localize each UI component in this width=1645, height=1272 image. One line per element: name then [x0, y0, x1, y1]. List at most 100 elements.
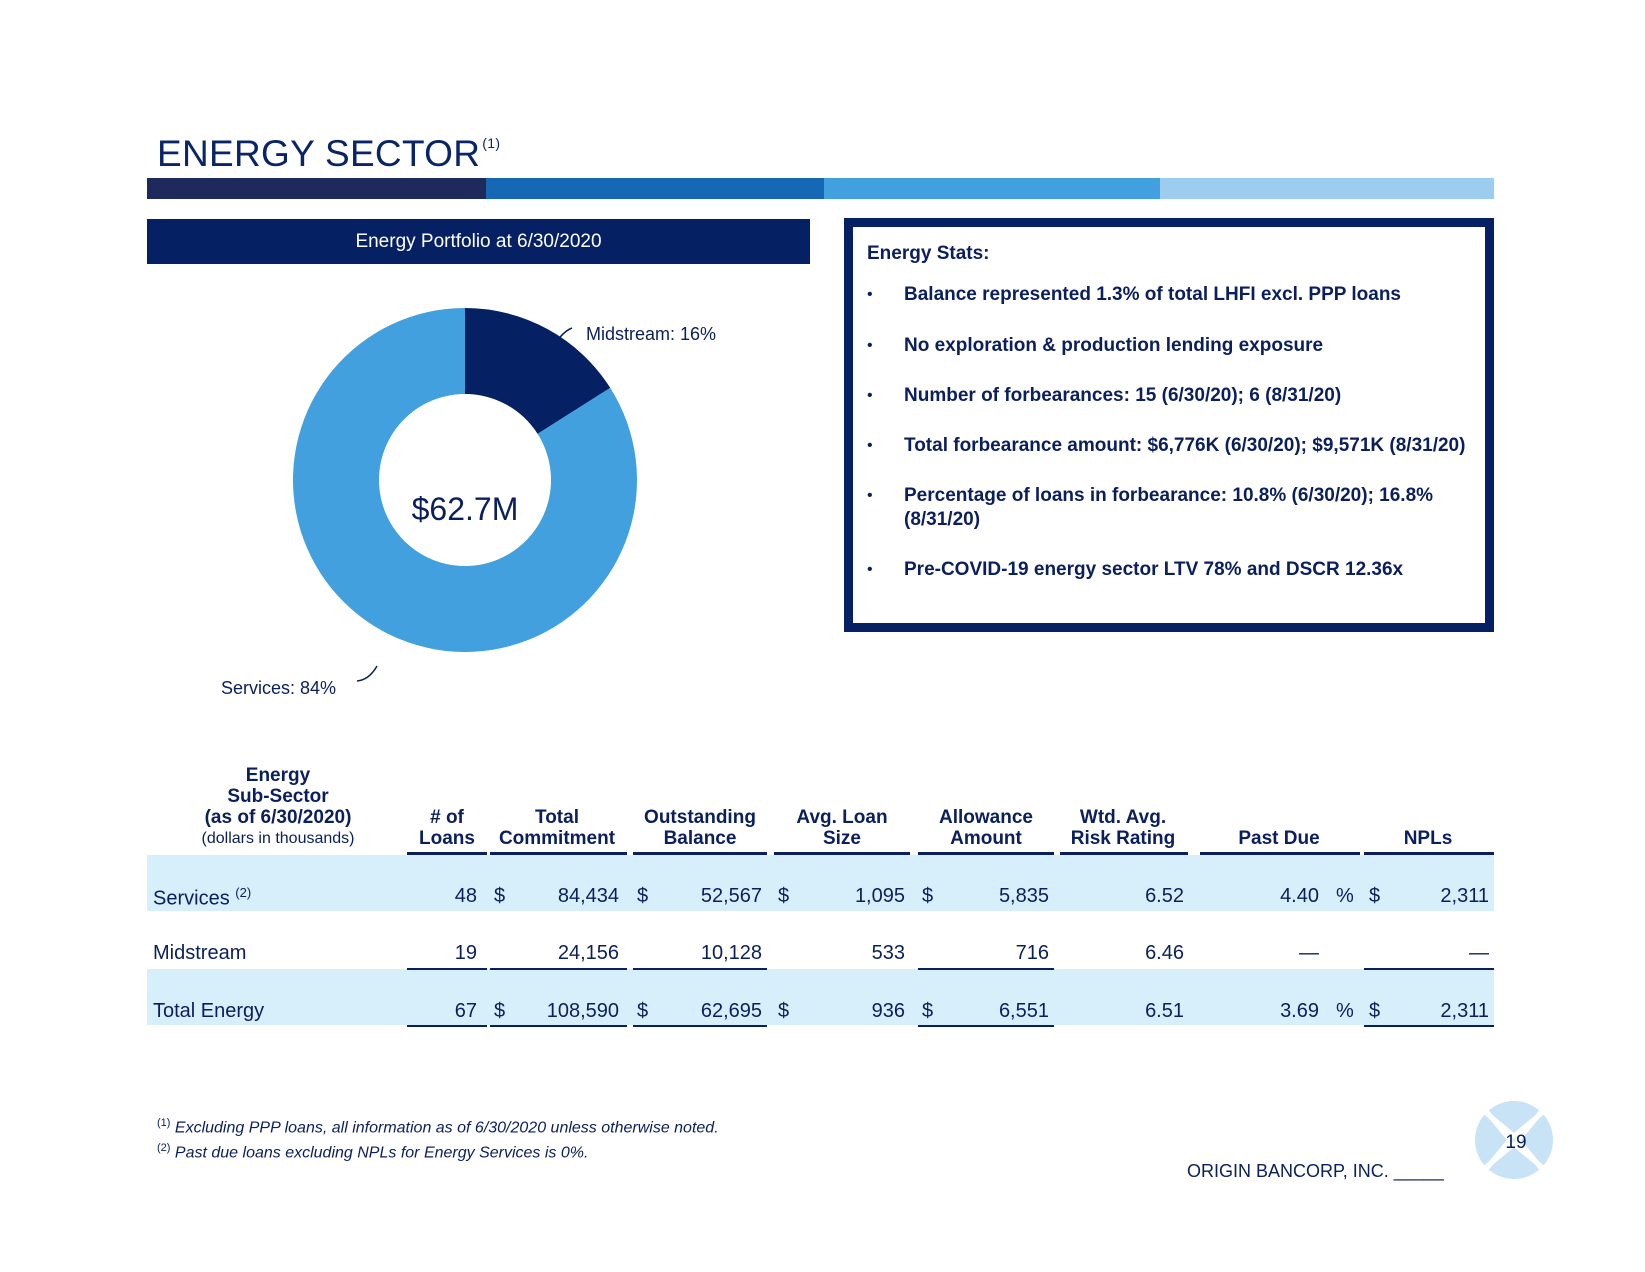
- table-row-midstream-name: Midstream: [153, 942, 247, 964]
- donut-slices: [292, 308, 637, 652]
- cell-commitment: 84,434: [557, 885, 619, 907]
- cell-dollar-sign: $: [778, 885, 790, 907]
- cell-avg-loan-size: 1,095: [854, 885, 905, 907]
- header-underline: [1200, 852, 1360, 855]
- company-name: ORIGIN BANCORP, INC. _____: [1187, 1161, 1444, 1181]
- donut-center-label: $62.7M: [412, 491, 519, 527]
- col-header-allowance: Allowance Amount: [939, 807, 1033, 849]
- cell-loans: 48: [454, 885, 477, 907]
- subtotal-rule: [633, 968, 767, 970]
- cell-dollar-sign: $: [637, 885, 649, 907]
- header-underline: [1364, 852, 1494, 855]
- stats-item: • Pre-COVID-19 energy sector LTV 78% and …: [867, 559, 1404, 580]
- cell-outstanding: 62,695: [700, 1000, 762, 1022]
- subtotal-rule: [407, 968, 487, 970]
- stats-item: • No exploration & production lending exp…: [867, 335, 1324, 356]
- stats-item: • Number of forbearances: 15 (6/30/20); 6…: [867, 385, 1342, 406]
- cell-dollar-sign: $: [494, 1000, 506, 1022]
- cell-avg-loan-size: 533: [871, 942, 905, 964]
- cell-allowance: 6,551: [998, 1000, 1049, 1022]
- col-header-npls: NPLs: [1403, 828, 1453, 849]
- cell-outstanding: 52,567: [700, 885, 762, 907]
- col-header-outstanding: Outstanding Balance: [644, 807, 756, 849]
- table-row-services-name: Services (2): [153, 885, 252, 910]
- col-header-commitment: Total Commitment: [498, 807, 616, 849]
- cell-loans: 67: [454, 1000, 477, 1022]
- total-rule: [1364, 1025, 1494, 1027]
- subtotal-rule: [490, 968, 627, 970]
- header-underline: [407, 852, 487, 855]
- services-leader-line: [356, 665, 378, 682]
- energy-stats-box: Energy Stats: • Balance represented 1.3% …: [844, 218, 1494, 632]
- total-rule: [633, 1025, 767, 1027]
- cell-risk-rating: 6.51: [1145, 1000, 1184, 1022]
- header-underline: [918, 852, 1054, 855]
- row-band-services: [147, 855, 1494, 911]
- cell-dollar-sign: $: [778, 1000, 790, 1022]
- donut-slice-services: [292, 308, 637, 652]
- cell-loans: 19: [454, 942, 477, 964]
- subtotal-rule: [918, 968, 1054, 970]
- col-header-risk-rating: Wtd. Avg. Risk Rating: [1070, 807, 1176, 849]
- cell-commitment: 108,590: [546, 1000, 619, 1022]
- cell-dollar-sign: $: [494, 885, 506, 907]
- donut-slice-midstream: [465, 308, 611, 434]
- row-band-total: [147, 969, 1494, 1025]
- footnote-1: (1) Excluding PPP loans, all information…: [157, 1117, 719, 1137]
- cell-dollar-sign: $: [1369, 885, 1381, 907]
- title-bar-segment-light-blue: [824, 178, 1160, 199]
- cell-allowance: 5,835: [998, 885, 1049, 907]
- donut-chart: $62.7M Midstream: 16% Services: 84%: [221, 308, 716, 698]
- cell-dollar-sign: $: [1369, 1000, 1381, 1022]
- header-underline: [1060, 852, 1188, 855]
- cell-percent: %: [1336, 885, 1354, 907]
- title-bar-segment-pale-blue: [1160, 178, 1494, 199]
- cell-avg-loan-size: 936: [871, 1000, 905, 1022]
- header-underline: [774, 852, 910, 855]
- cell-dollar-sign: $: [637, 1000, 649, 1022]
- cell-dollar-sign: $: [922, 1000, 934, 1022]
- total-rule: [407, 1025, 487, 1027]
- subtotal-rule: [1364, 968, 1494, 970]
- stats-item: • Balance represented 1.3% of total LHFI …: [867, 284, 1401, 305]
- col-header-loans: # of Loans: [419, 807, 475, 849]
- midstream-leader-line: [553, 327, 573, 347]
- cell-npls: —: [1469, 942, 1489, 964]
- footnote-2: (2) Past due loans excluding NPLs for En…: [157, 1142, 589, 1162]
- label-services: Services: 84%: [221, 678, 336, 698]
- cell-outstanding: 10,128: [700, 942, 762, 964]
- cell-percent: %: [1336, 1000, 1354, 1022]
- bullet-icon: •: [867, 387, 873, 404]
- col-header-past-due: Past Due: [1238, 828, 1320, 849]
- page-number: 19: [1505, 1132, 1527, 1153]
- energy-stats-list: • Balance represented 1.3% of total LHFI …: [867, 283, 1487, 582]
- stats-item: • Percentage of loans in forbearance: 10.…: [867, 485, 1434, 530]
- bullet-icon: •: [867, 286, 873, 303]
- header-underline: [633, 852, 767, 855]
- cell-npls: 2,311: [1440, 1000, 1489, 1022]
- header-underline: [490, 852, 627, 855]
- cell-past-due: 3.69: [1280, 1000, 1319, 1022]
- logo-icon: [1475, 1101, 1553, 1179]
- col-header-avg-loan-size: Avg. Loan Size: [796, 807, 888, 849]
- cell-dollar-sign: $: [922, 885, 934, 907]
- bullet-icon: •: [867, 337, 873, 354]
- title-bar-segment-blue: [486, 178, 824, 199]
- bullet-icon: •: [867, 487, 873, 504]
- cell-past-due: —: [1299, 942, 1319, 964]
- cell-past-due: 4.40: [1280, 885, 1319, 907]
- energy-stats-title: Energy Stats:: [867, 243, 990, 264]
- label-midstream: Midstream: 16%: [586, 324, 716, 344]
- cell-commitment: 24,156: [557, 942, 619, 964]
- page-title: ENERGY SECTOR (1): [157, 133, 501, 174]
- table-row-total-name: Total Energy: [153, 1000, 265, 1022]
- bullet-icon: •: [867, 437, 873, 454]
- bullet-icon: •: [867, 561, 873, 578]
- cell-allowance: 716: [1015, 942, 1049, 964]
- total-rule: [490, 1025, 627, 1027]
- total-rule: [918, 1025, 1054, 1027]
- cell-risk-rating: 6.52: [1145, 885, 1184, 907]
- title-footnote-marker: (1): [482, 135, 501, 151]
- chart-header: Energy Portfolio at 6/30/2020: [147, 219, 810, 264]
- stats-item: • Total forbearance amount: $6,776K (6/30…: [867, 435, 1466, 456]
